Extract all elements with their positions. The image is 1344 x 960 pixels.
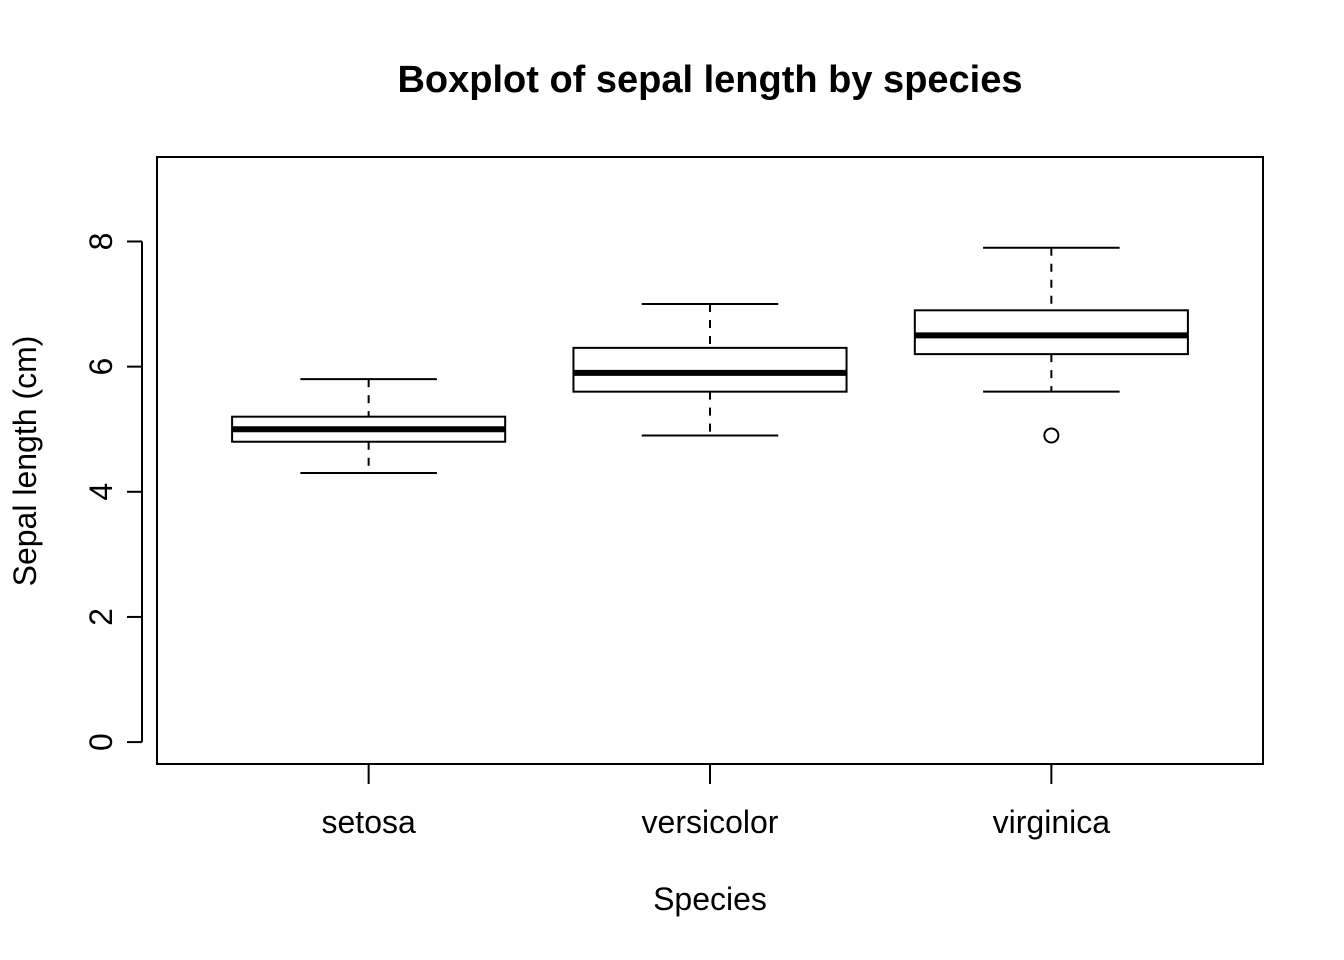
boxes-group bbox=[231, 246, 1189, 475]
y-tick-label: 8 bbox=[83, 233, 119, 251]
y-axis-label: Sepal length (cm) bbox=[7, 336, 43, 587]
iqr-box bbox=[572, 346, 848, 393]
x-axis-label: Species bbox=[653, 881, 767, 917]
box-versicolor bbox=[572, 303, 848, 437]
outlier-point bbox=[1043, 427, 1060, 444]
x-tick-label: versicolor bbox=[642, 804, 779, 840]
y-tick-label: 0 bbox=[83, 733, 119, 751]
x-tick-label: setosa bbox=[322, 804, 416, 840]
y-tick-label: 2 bbox=[83, 608, 119, 626]
iqr-box bbox=[913, 309, 1189, 356]
x-tick-label: virginica bbox=[993, 804, 1111, 840]
y-tick-label: 4 bbox=[83, 483, 119, 501]
y-tick-label: 6 bbox=[83, 358, 119, 376]
x-axis: setosa versicolor virginica bbox=[322, 764, 1111, 840]
y-axis: 0 2 4 6 8 bbox=[83, 233, 143, 751]
box-virginica bbox=[913, 246, 1189, 444]
box-setosa bbox=[231, 378, 507, 475]
chart-title: Boxplot of sepal length by species bbox=[397, 59, 1022, 101]
